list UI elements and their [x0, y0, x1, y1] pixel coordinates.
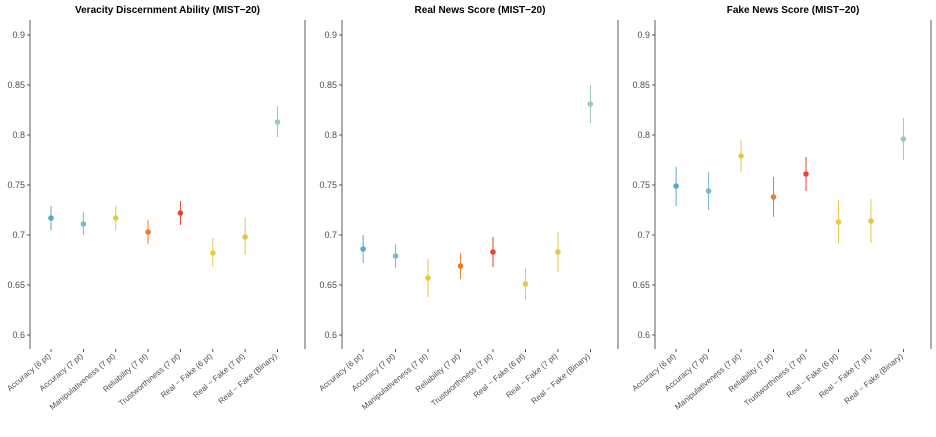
y-tick-label: 0.85 [632, 80, 650, 90]
data-point [587, 101, 594, 107]
y-tick-label: 0.9 [12, 30, 25, 40]
x-tick-label: Real − Fake (Binary) [843, 351, 905, 405]
panel-title: Real News Score (MIST−20) [415, 5, 546, 16]
panel-title: Fake News Score (MIST−20) [727, 5, 860, 16]
x-tick-label: Trustworthiness (7 pt) [117, 351, 182, 408]
data-point [242, 234, 248, 240]
data-point [145, 229, 151, 235]
data-point [490, 249, 496, 255]
y-tick-label: 0.7 [637, 230, 650, 240]
y-tick-label: 0.8 [12, 130, 25, 140]
data-point [48, 215, 54, 221]
y-tick-label: 0.9 [324, 30, 337, 40]
data-point [360, 246, 366, 252]
y-tick-label: 0.65 [7, 280, 25, 290]
data-point [835, 219, 842, 225]
y-tick-label: 0.8 [324, 130, 337, 140]
y-tick-label: 0.7 [324, 230, 337, 240]
y-tick-label: 0.8 [637, 130, 650, 140]
data-point [274, 119, 281, 125]
data-point [738, 153, 744, 159]
y-tick-label: 0.65 [632, 280, 650, 290]
data-point [425, 275, 431, 281]
y-tick-label: 0.9 [637, 30, 650, 40]
data-point [900, 136, 907, 142]
data-point [457, 263, 464, 269]
data-point [555, 249, 561, 255]
x-tick-label: Real − Fake (Binary) [217, 351, 279, 405]
x-tick-label: Real − Fake (Binary) [530, 351, 592, 405]
y-tick-label: 0.85 [7, 80, 25, 90]
x-tick-label: Trustworthiness (7 pt) [429, 351, 494, 408]
data-point [112, 215, 119, 221]
panel-3: Fake News Score (MIST−20) 0.6 0.65 0.7 0.75 0… [630, 5, 932, 412]
data-point [177, 210, 184, 216]
data-point [80, 221, 87, 227]
y-tick-label: 0.7 [12, 230, 25, 240]
y-tick-label: 0.75 [319, 180, 337, 190]
panel-title: Veracity Discernment Ability (MIST−20) [75, 5, 260, 16]
y-tick-label: 0.65 [319, 280, 337, 290]
data-point [770, 194, 777, 200]
y-tick-label: 0.75 [7, 180, 25, 190]
y-tick-label: 0.6 [637, 330, 650, 340]
y-tick-label: 0.6 [12, 330, 25, 340]
data-point [868, 218, 874, 224]
y-tick-label: 0.85 [319, 80, 337, 90]
data-point [673, 183, 679, 189]
panel-2: Real News Score (MIST−20) 0.6 0.65 0.7 0.75 0… [317, 5, 619, 412]
data-point [705, 188, 712, 194]
panel-1: Veracity Discernment Ability (MIST−20) 0.… [5, 5, 306, 412]
data-point [803, 171, 809, 177]
data-point [522, 281, 529, 287]
data-point [392, 253, 399, 259]
data-point [209, 250, 216, 256]
y-tick-label: 0.75 [632, 180, 650, 190]
x-tick-label: Trustworthiness (7 pt) [742, 351, 807, 408]
y-tick-label: 0.6 [324, 330, 337, 340]
